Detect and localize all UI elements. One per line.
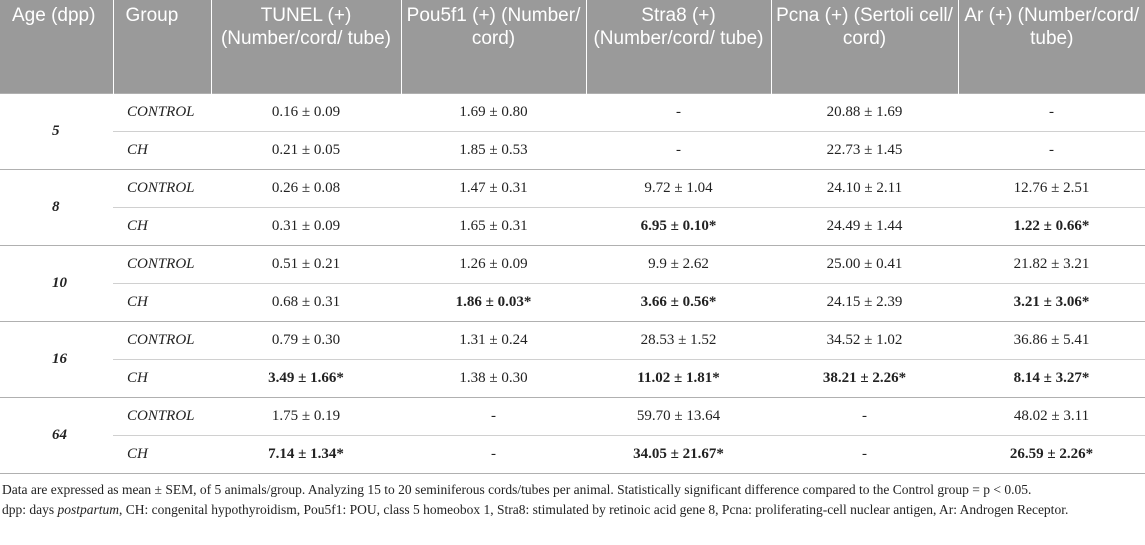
value-cell-tunel: 0.51 ± 0.21 xyxy=(211,244,401,283)
value-cell-tunel: 0.68 ± 0.31 xyxy=(211,282,401,322)
footnote-2: dpp: days postpartum, CH: congenital hyp… xyxy=(2,500,1143,520)
value-cell-pou5f1: 1.31 ± 0.24 xyxy=(401,320,586,359)
value-cell-stra8: - xyxy=(586,92,771,131)
value-cell-tunel: 0.21 ± 0.05 xyxy=(211,130,401,170)
group-cell: CH xyxy=(113,206,211,246)
value-cell-pou5f1: 1.26 ± 0.09 xyxy=(401,244,586,283)
table-row: CH 0.31 ± 0.09 1.65 ± 0.31 6.95 ± 0.10* 24.4… xyxy=(0,206,1145,246)
header-row: Age (dpp) Group TUNEL (+) (Number/cord/ … xyxy=(0,0,1145,93)
value-cell-tunel: 1.75 ± 0.19 xyxy=(211,396,401,435)
value-cell-pcna: 22.73 ± 1.45 xyxy=(771,130,958,170)
table-row: CH 0.21 ± 0.05 1.85 ± 0.53-22.73 ± 1.45- xyxy=(0,130,1145,170)
header-pcna: Pcna (+) (Sertoli cell/ cord) xyxy=(771,0,959,93)
group-cell: CH xyxy=(113,130,211,170)
group-cell: CONTROL xyxy=(113,92,211,131)
value-cell-ar: 12.76 ± 2.51 xyxy=(958,168,1145,207)
footnote-2-part-a: dpp: days xyxy=(2,501,58,517)
value-cell-stra8: 11.02 ± 1.81* xyxy=(586,358,771,398)
value-cell-ar: 3.21 ± 3.06* xyxy=(958,282,1145,322)
value-cell-pou5f1: - xyxy=(401,396,586,435)
value-cell-tunel: 0.26 ± 0.08 xyxy=(211,168,401,207)
value-cell-stra8: 9.9 ± 2.62 xyxy=(586,244,771,283)
value-cell-stra8: 28.53 ± 1.52 xyxy=(586,320,771,359)
table-row: 8 CONTROL 0.26 ± 0.08 1.47 ± 0.31 9.72 ± 1.0… xyxy=(0,168,1145,246)
value-cell-pou5f1: 1.65 ± 0.31 xyxy=(401,206,586,246)
age-cell: 64 xyxy=(0,396,113,474)
table-row: 64 CONTROL 1.75 ± 0.19-59.70 ± 13.64-48.02… xyxy=(0,396,1145,474)
group-cell: CONTROL xyxy=(113,244,211,283)
age-cell: 5 xyxy=(0,92,113,170)
group-cell: CONTROL xyxy=(113,396,211,435)
footnote-2-part-b: postpartum xyxy=(57,501,120,517)
group-cell: CONTROL xyxy=(113,320,211,359)
table-row: CH 0.68 ± 0.31 1.86 ± 0.03* 3.66 ± 0.56* 24.… xyxy=(0,282,1145,322)
table-row: 16 CONTROL 0.79 ± 0.30 1.31 ± 0.24 28.53 ± 1… xyxy=(0,320,1145,398)
value-cell-tunel: 0.31 ± 0.09 xyxy=(211,206,401,246)
value-cell-stra8: 9.72 ± 1.04 xyxy=(586,168,771,207)
value-cell-stra8: 34.05 ± 21.67* xyxy=(586,434,771,474)
age-cell: 10 xyxy=(0,244,113,322)
header-tunel: TUNEL (+) (Number/cord/ tube) xyxy=(211,0,402,93)
value-cell-tunel: 0.16 ± 0.09 xyxy=(211,92,401,131)
value-cell-pcna: - xyxy=(771,434,958,474)
value-cell-pou5f1: 1.69 ± 0.80 xyxy=(401,92,586,131)
value-cell-pou5f1: 1.86 ± 0.03* xyxy=(401,282,586,322)
header-age: Age (dpp) xyxy=(0,0,114,93)
value-cell-ar: 1.22 ± 0.66* xyxy=(958,206,1145,246)
table-row: 5 CONTROL 0.16 ± 0.09 1.69 ± 0.80-20.88 ± 1… xyxy=(0,92,1145,170)
group-cell: CONTROL xyxy=(113,168,211,207)
value-cell-pcna: - xyxy=(771,396,958,435)
value-cell-ar: - xyxy=(958,130,1145,170)
group-cell: CH xyxy=(113,358,211,398)
value-cell-ar: - xyxy=(958,92,1145,131)
table-body: 5 CONTROL 0.16 ± 0.09 1.69 ± 0.80-20.88 ± 1… xyxy=(0,92,1145,474)
value-cell-pou5f1: 1.38 ± 0.30 xyxy=(401,358,586,398)
value-cell-stra8: 3.66 ± 0.56* xyxy=(586,282,771,322)
age-cell: 16 xyxy=(0,320,113,398)
value-cell-stra8: - xyxy=(586,130,771,170)
value-cell-pcna: 24.10 ± 2.11 xyxy=(771,168,958,207)
value-cell-pcna: 25.00 ± 0.41 xyxy=(771,244,958,283)
footnote-2-part-c: , CH: congenital hypothyroidism, Pou5f1:… xyxy=(119,501,1069,517)
value-cell-stra8: 59.70 ± 13.64 xyxy=(586,396,771,435)
footnote-1: Data are expressed as mean ± SEM, of 5 a… xyxy=(2,481,1032,497)
age-cell: 8 xyxy=(0,168,113,246)
header-ar: Ar (+) (Number/cord/ tube) xyxy=(958,0,1145,93)
group-cell: CH xyxy=(113,282,211,322)
value-cell-tunel: 7.14 ± 1.34* xyxy=(211,434,401,474)
value-cell-ar: 48.02 ± 3.11 xyxy=(958,396,1145,435)
value-cell-pcna: 34.52 ± 1.02 xyxy=(771,320,958,359)
value-cell-pcna: 38.21 ± 2.26* xyxy=(771,358,958,398)
header-group: Group xyxy=(113,0,212,93)
table-row: CH 3.49 ± 1.66* 1.38 ± 0.30 11.02 ± 1.81* 38… xyxy=(0,358,1145,398)
value-cell-pcna: 24.49 ± 1.44 xyxy=(771,206,958,246)
value-cell-stra8: 6.95 ± 0.10* xyxy=(586,206,771,246)
value-cell-pou5f1: - xyxy=(401,434,586,474)
results-table-container: Age (dpp) Group TUNEL (+) (Number/cord/ … xyxy=(0,0,1145,520)
header-stra8: Stra8 (+) (Number/cord/ tube) xyxy=(586,0,772,93)
group-cell: CH xyxy=(113,434,211,474)
value-cell-tunel: 3.49 ± 1.66* xyxy=(211,358,401,398)
value-cell-ar: 26.59 ± 2.26* xyxy=(958,434,1145,474)
value-cell-pou5f1: 1.47 ± 0.31 xyxy=(401,168,586,207)
value-cell-pcna: 24.15 ± 2.39 xyxy=(771,282,958,322)
value-cell-ar: 8.14 ± 3.27* xyxy=(958,358,1145,398)
header-pou5f1: Pou5f1 (+) (Number/ cord) xyxy=(401,0,587,93)
value-cell-ar: 21.82 ± 3.21 xyxy=(958,244,1145,283)
value-cell-pou5f1: 1.85 ± 0.53 xyxy=(401,130,586,170)
table-footnotes: Data are expressed as mean ± SEM, of 5 a… xyxy=(0,474,1145,520)
value-cell-tunel: 0.79 ± 0.30 xyxy=(211,320,401,359)
value-cell-pcna: 20.88 ± 1.69 xyxy=(771,92,958,131)
table-row: 10 CONTROL 0.51 ± 0.21 1.26 ± 0.09 9.9 ± 2.6… xyxy=(0,244,1145,322)
value-cell-ar: 36.86 ± 5.41 xyxy=(958,320,1145,359)
results-table: Age (dpp) Group TUNEL (+) (Number/cord/ … xyxy=(0,0,1145,474)
table-row: CH 7.14 ± 1.34* -34.05 ± 21.67* -26.59 ± 2.… xyxy=(0,434,1145,474)
